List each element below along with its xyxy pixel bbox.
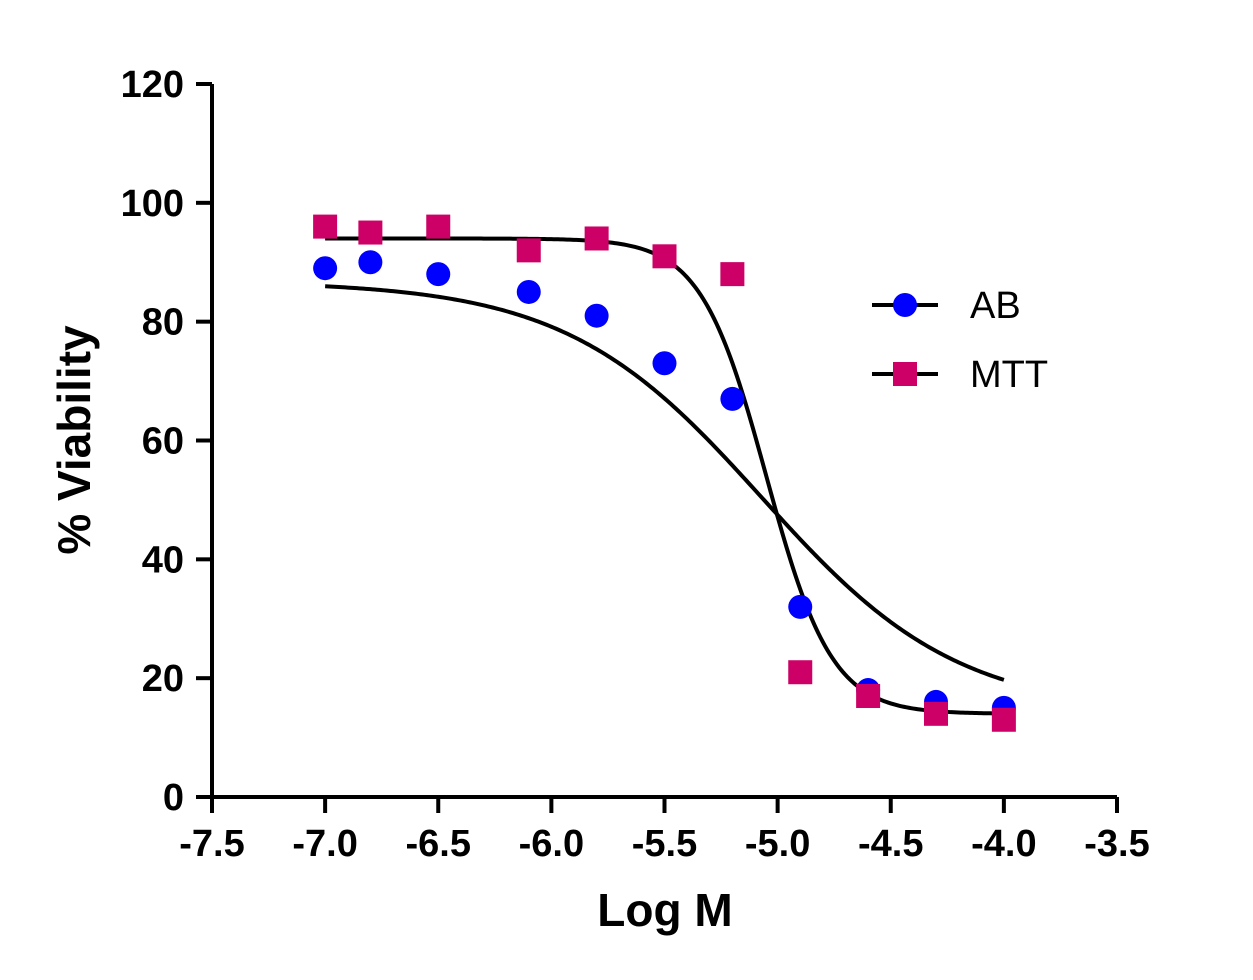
legend-label-mtt: MTT: [970, 354, 1048, 396]
data-point-ab: [788, 594, 813, 619]
legend-marker-ab: [893, 293, 917, 317]
y-tick-label: 40: [142, 539, 184, 581]
legend: AB MTT: [872, 285, 1048, 396]
data-point-ab: [720, 386, 745, 411]
x-tick-label: -7.5: [179, 823, 244, 865]
data-point-mtt: [720, 262, 745, 287]
legend-label-ab: AB: [970, 285, 1021, 327]
y-tick-label: 80: [142, 302, 184, 344]
x-tick-label: -5.0: [745, 823, 810, 865]
y-tick-label: 0: [163, 777, 184, 819]
x-axis-title: Log M: [597, 884, 732, 936]
data-points: [313, 214, 1016, 732]
data-point-mtt: [358, 220, 383, 245]
data-point-ab: [652, 351, 677, 376]
x-tick-label: -4.0: [971, 823, 1036, 865]
data-point-mtt: [788, 660, 813, 685]
data-point-mtt: [856, 683, 881, 708]
x-tick-label: -6.0: [519, 823, 584, 865]
y-tick-label: 120: [121, 64, 184, 106]
data-point-ab: [584, 303, 609, 328]
y-tick-label: 20: [142, 658, 184, 700]
x-tick-label: -4.5: [858, 823, 923, 865]
data-point-ab: [313, 256, 338, 281]
axes: 0 20 40 60 80 100 120 -7.5 -7.0 -6.5 -6.0 -5.5 -5.0 -…: [121, 64, 1150, 865]
fit-curve-ab: [325, 284, 1005, 682]
y-axis-title: % Viability: [48, 325, 100, 555]
data-point-mtt: [516, 238, 541, 263]
x-tick-label: -6.5: [406, 823, 471, 865]
data-point-ab: [426, 262, 451, 287]
legend-marker-mtt: [893, 362, 917, 386]
x-tick-label: -5.5: [632, 823, 697, 865]
x-tick-label: -7.0: [292, 823, 357, 865]
data-point-mtt: [313, 214, 338, 239]
data-point-ab: [516, 279, 541, 304]
data-point-ab: [358, 250, 383, 275]
y-tick-label: 60: [142, 421, 184, 463]
data-point-mtt: [991, 707, 1016, 732]
y-tick-label: 100: [121, 183, 184, 225]
data-point-mtt: [584, 226, 609, 251]
data-point-mtt: [426, 214, 451, 239]
data-point-mtt: [652, 244, 677, 269]
data-point-mtt: [924, 701, 948, 726]
x-tick-label: -3.5: [1084, 823, 1149, 865]
